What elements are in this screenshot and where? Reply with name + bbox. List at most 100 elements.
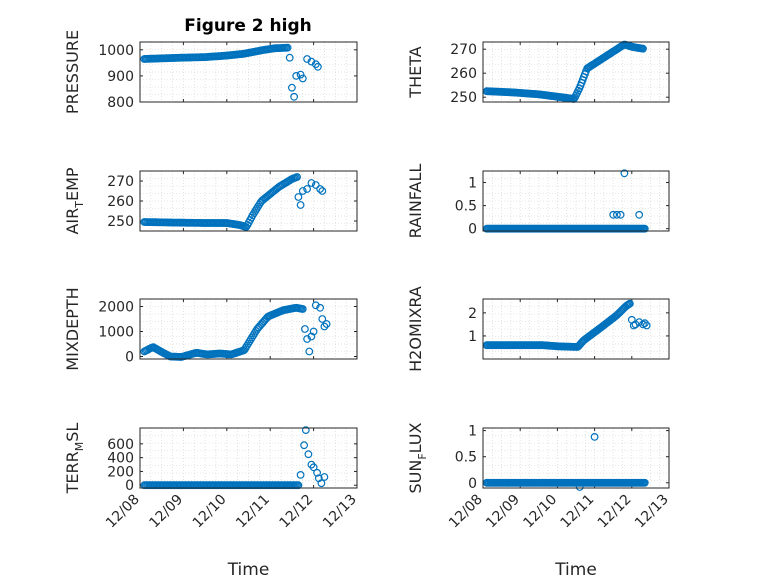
data-point xyxy=(311,181,320,189)
axes-box xyxy=(482,170,670,232)
y-axis-label: RAINFALL xyxy=(406,164,425,239)
y-tick-label: 0 xyxy=(468,476,477,492)
x-tick-label: 12/12 xyxy=(277,492,317,532)
data-point xyxy=(314,62,322,71)
data-point xyxy=(294,481,303,490)
series-markers xyxy=(140,301,331,361)
y-tick-label: 250 xyxy=(450,90,477,106)
y-tick-label: 260 xyxy=(450,66,477,82)
data-point xyxy=(296,471,305,479)
x-axis-label: Time xyxy=(554,560,597,580)
data-point xyxy=(311,301,320,310)
y-tick-label: 1 xyxy=(468,424,477,440)
axes-box xyxy=(139,170,358,232)
data-point xyxy=(322,320,331,328)
y-tick-label: 900 xyxy=(107,69,134,85)
axes-box xyxy=(482,298,670,360)
data-point xyxy=(305,347,314,356)
data-point xyxy=(620,169,629,178)
data-point xyxy=(303,335,312,343)
x-tick-label: 12/13 xyxy=(632,492,672,532)
y-tick-label: 0.5 xyxy=(455,199,477,215)
data-point xyxy=(309,463,318,472)
data-point xyxy=(301,325,309,333)
y-tick-label: 1 xyxy=(468,329,477,345)
y-tick-label: 270 xyxy=(107,174,134,190)
y-axis-label: THETA xyxy=(406,46,425,98)
y-tick-label: 0 xyxy=(125,478,134,494)
y-axis-label: SUNFLUX xyxy=(406,422,429,493)
data-point xyxy=(293,173,302,181)
y-tick-label: 1000 xyxy=(98,43,134,59)
data-point xyxy=(639,44,647,53)
subplot-h2omixra: 1 2 H2OMIXRA xyxy=(406,286,670,372)
grid xyxy=(140,42,357,102)
y-tick-label: 250 xyxy=(107,214,134,230)
series-markers xyxy=(140,43,322,101)
data-point xyxy=(313,468,322,477)
data-point xyxy=(318,315,327,323)
subplot-mixdepth: 0 1000 2000 MIXDEPTH xyxy=(63,287,358,371)
data-point xyxy=(296,70,305,79)
figure-title: Figure 2 high xyxy=(184,16,312,36)
data-point xyxy=(640,224,649,233)
data-point xyxy=(320,322,329,331)
grid xyxy=(140,428,357,488)
y-tick-label: 270 xyxy=(450,42,477,58)
data-point xyxy=(590,433,599,441)
y-axis-label: PRESSURE xyxy=(63,30,82,114)
data-point xyxy=(609,210,618,219)
data-point xyxy=(640,478,649,487)
y-tick-label: 0 xyxy=(468,222,477,238)
y-tick-label: 260 xyxy=(107,194,134,210)
data-point xyxy=(616,210,625,219)
subplot-rainfall: 0 0.5 1 RAINFALL xyxy=(406,164,670,239)
x-tick-label: 12/09 xyxy=(146,492,186,532)
series-markers xyxy=(482,169,649,233)
x-tick-label: 12/12 xyxy=(595,492,635,532)
data-point xyxy=(304,450,313,459)
data-point xyxy=(301,426,310,435)
data-point xyxy=(317,479,326,488)
x-axis-label: Time xyxy=(227,560,270,580)
data-point xyxy=(309,327,318,336)
x-tick-label: 12/09 xyxy=(483,492,523,532)
y-tick-label: 0 xyxy=(125,350,134,366)
x-tick-label: 12/11 xyxy=(233,492,273,532)
y-tick-label: 200 xyxy=(107,464,134,480)
y-axis-label: TERRMSL xyxy=(63,423,86,495)
data-point xyxy=(285,53,294,62)
data-point xyxy=(300,441,309,450)
y-tick-label: 0.5 xyxy=(455,450,477,466)
data-point xyxy=(307,332,316,341)
data-point xyxy=(626,299,634,308)
series-markers xyxy=(482,40,647,103)
x-tick-label: 12/13 xyxy=(320,492,360,532)
x-tick-label: 12/08 xyxy=(103,492,143,532)
x-tick-label: 12/10 xyxy=(190,492,230,532)
data-point xyxy=(639,320,647,329)
data-point xyxy=(290,92,299,101)
series-markers xyxy=(140,426,329,490)
data-point xyxy=(635,318,644,327)
data-point xyxy=(642,321,651,330)
subplot-pressure: 800 900 1000 PRESSURE xyxy=(63,30,358,114)
y-tick-label: 800 xyxy=(107,95,134,111)
y-tick-label: 1 xyxy=(468,176,477,192)
data-point xyxy=(303,185,312,193)
x-tick-label: 12/08 xyxy=(446,492,486,532)
data-point xyxy=(316,303,325,312)
data-point xyxy=(288,83,296,92)
y-axis-label: AIRTEMP xyxy=(63,167,86,234)
data-point xyxy=(320,473,329,481)
data-point xyxy=(298,187,307,195)
y-axis-label: H2OMIXRA xyxy=(406,286,425,372)
data-point xyxy=(294,193,303,201)
y-tick-label: 2 xyxy=(468,306,477,322)
axes-box xyxy=(482,427,670,489)
y-tick-label: 400 xyxy=(107,451,134,467)
data-point xyxy=(575,483,584,491)
data-point xyxy=(298,305,307,313)
y-tick-label: 2000 xyxy=(98,300,134,316)
